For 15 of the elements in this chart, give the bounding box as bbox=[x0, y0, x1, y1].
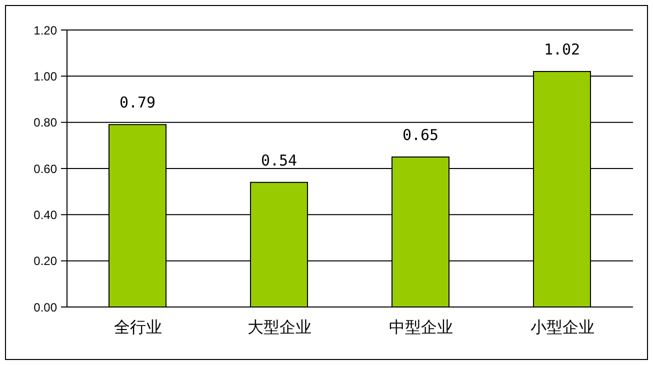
y-tick-label: 1.20 bbox=[34, 23, 58, 38]
x-tick-label: 小型企业 bbox=[530, 317, 594, 336]
data-label: 0.65 bbox=[402, 126, 439, 144]
x-tick-label: 中型企业 bbox=[388, 317, 453, 336]
y-tick-label: 0.60 bbox=[34, 162, 58, 176]
x-tick-label: 全行业 bbox=[114, 317, 162, 336]
y-tick-label: 1.00 bbox=[34, 69, 58, 84]
y-tick-label: 0.80 bbox=[34, 116, 58, 130]
data-label: 0.79 bbox=[119, 94, 156, 112]
data-label: 0.54 bbox=[260, 151, 298, 170]
x-tick-label: 大型企业 bbox=[247, 317, 312, 336]
data-label: 1.02 bbox=[544, 40, 580, 59]
y-tick-label: 0.00 bbox=[34, 300, 58, 314]
y-tick-label: 0.40 bbox=[34, 208, 58, 222]
y-tick-label: 0.20 bbox=[34, 254, 58, 268]
